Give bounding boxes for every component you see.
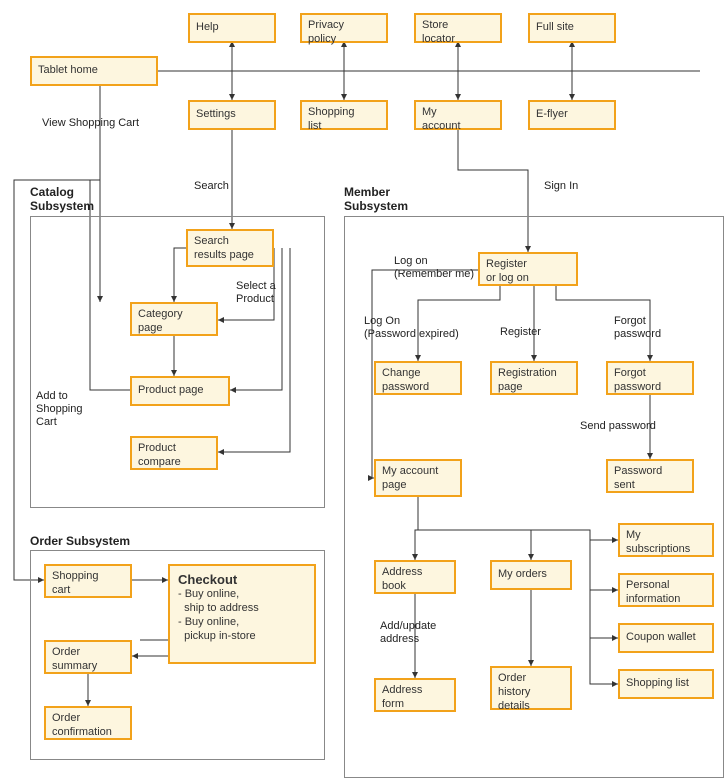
subsystem-title-member: MemberSubsystem: [344, 185, 408, 214]
node-addrform: Addressform: [374, 678, 456, 712]
node-help: Help: [188, 13, 276, 43]
node-pinfo: Personalinformation: [618, 573, 714, 607]
node-coupon: Coupon wallet: [618, 623, 714, 653]
edge-label-addcart: Add toShoppingCart: [36, 390, 83, 430]
edge-label-selprod: Select aProduct: [236, 280, 276, 306]
node-changepw: Changepassword: [374, 361, 462, 395]
edge-label-logon: Log on(Remember me): [394, 255, 474, 281]
node-pwsent: Passwordsent: [606, 459, 694, 493]
node-regpage: Registrationpage: [490, 361, 578, 395]
node-myacct: Myaccount: [414, 100, 502, 130]
node-tablet: Tablet home: [30, 56, 158, 86]
node-reglog: Registeror log on: [478, 252, 578, 286]
checkout-line: - Buy online,: [178, 588, 306, 602]
node-addrbook: Addressbook: [374, 560, 456, 594]
subsystem-title-order: Order Subsystem: [30, 534, 130, 548]
node-mysubs: Mysubscriptions: [618, 523, 714, 557]
node-ohd: Orderhistorydetails: [490, 666, 572, 710]
node-osummary: Ordersummary: [44, 640, 132, 674]
node-shoplist: Shoppinglist: [300, 100, 388, 130]
checkout-line: ship to address: [178, 602, 306, 616]
node-settings: Settings: [188, 100, 276, 130]
checkout-title: Checkout: [178, 572, 306, 588]
edge-label-forgot: Forgotpassword: [614, 315, 661, 341]
subsystem-title-catalog: CatalogSubsystem: [30, 185, 94, 214]
edge-label-addupd: Add/updateaddress: [380, 620, 436, 646]
checkout-line: - Buy online,: [178, 616, 306, 630]
node-category: Categorypage: [130, 302, 218, 336]
node-eflyer: E-flyer: [528, 100, 616, 130]
node-scart: Shoppingcart: [44, 564, 132, 598]
node-store: Storelocator: [414, 13, 502, 43]
edge-label-search: Search: [194, 180, 229, 193]
edge-label-logonexp: Log On(Password expired): [364, 315, 459, 341]
node-fullsite: Full site: [528, 13, 616, 43]
node-shoplist2: Shopping list: [618, 669, 714, 699]
edge-label-vscart: View Shopping Cart: [42, 117, 139, 130]
node-product: Product page: [130, 376, 230, 406]
node-myorders: My orders: [490, 560, 572, 590]
edge-label-register: Register: [500, 326, 541, 339]
node-privacy: Privacypolicy: [300, 13, 388, 43]
edge-label-sendpw: Send password: [580, 420, 656, 433]
node-myacctpg: My accountpage: [374, 459, 462, 497]
node-forgotpw: Forgotpassword: [606, 361, 694, 395]
checkout-line: pickup in-store: [178, 630, 306, 644]
node-srp: Searchresults page: [186, 229, 274, 267]
node-compare: Productcompare: [130, 436, 218, 470]
node-oconfirm: Orderconfirmation: [44, 706, 132, 740]
edge-label-signin: Sign In: [544, 180, 578, 193]
node-checkout: Checkout- Buy online, ship to address- B…: [168, 564, 316, 664]
